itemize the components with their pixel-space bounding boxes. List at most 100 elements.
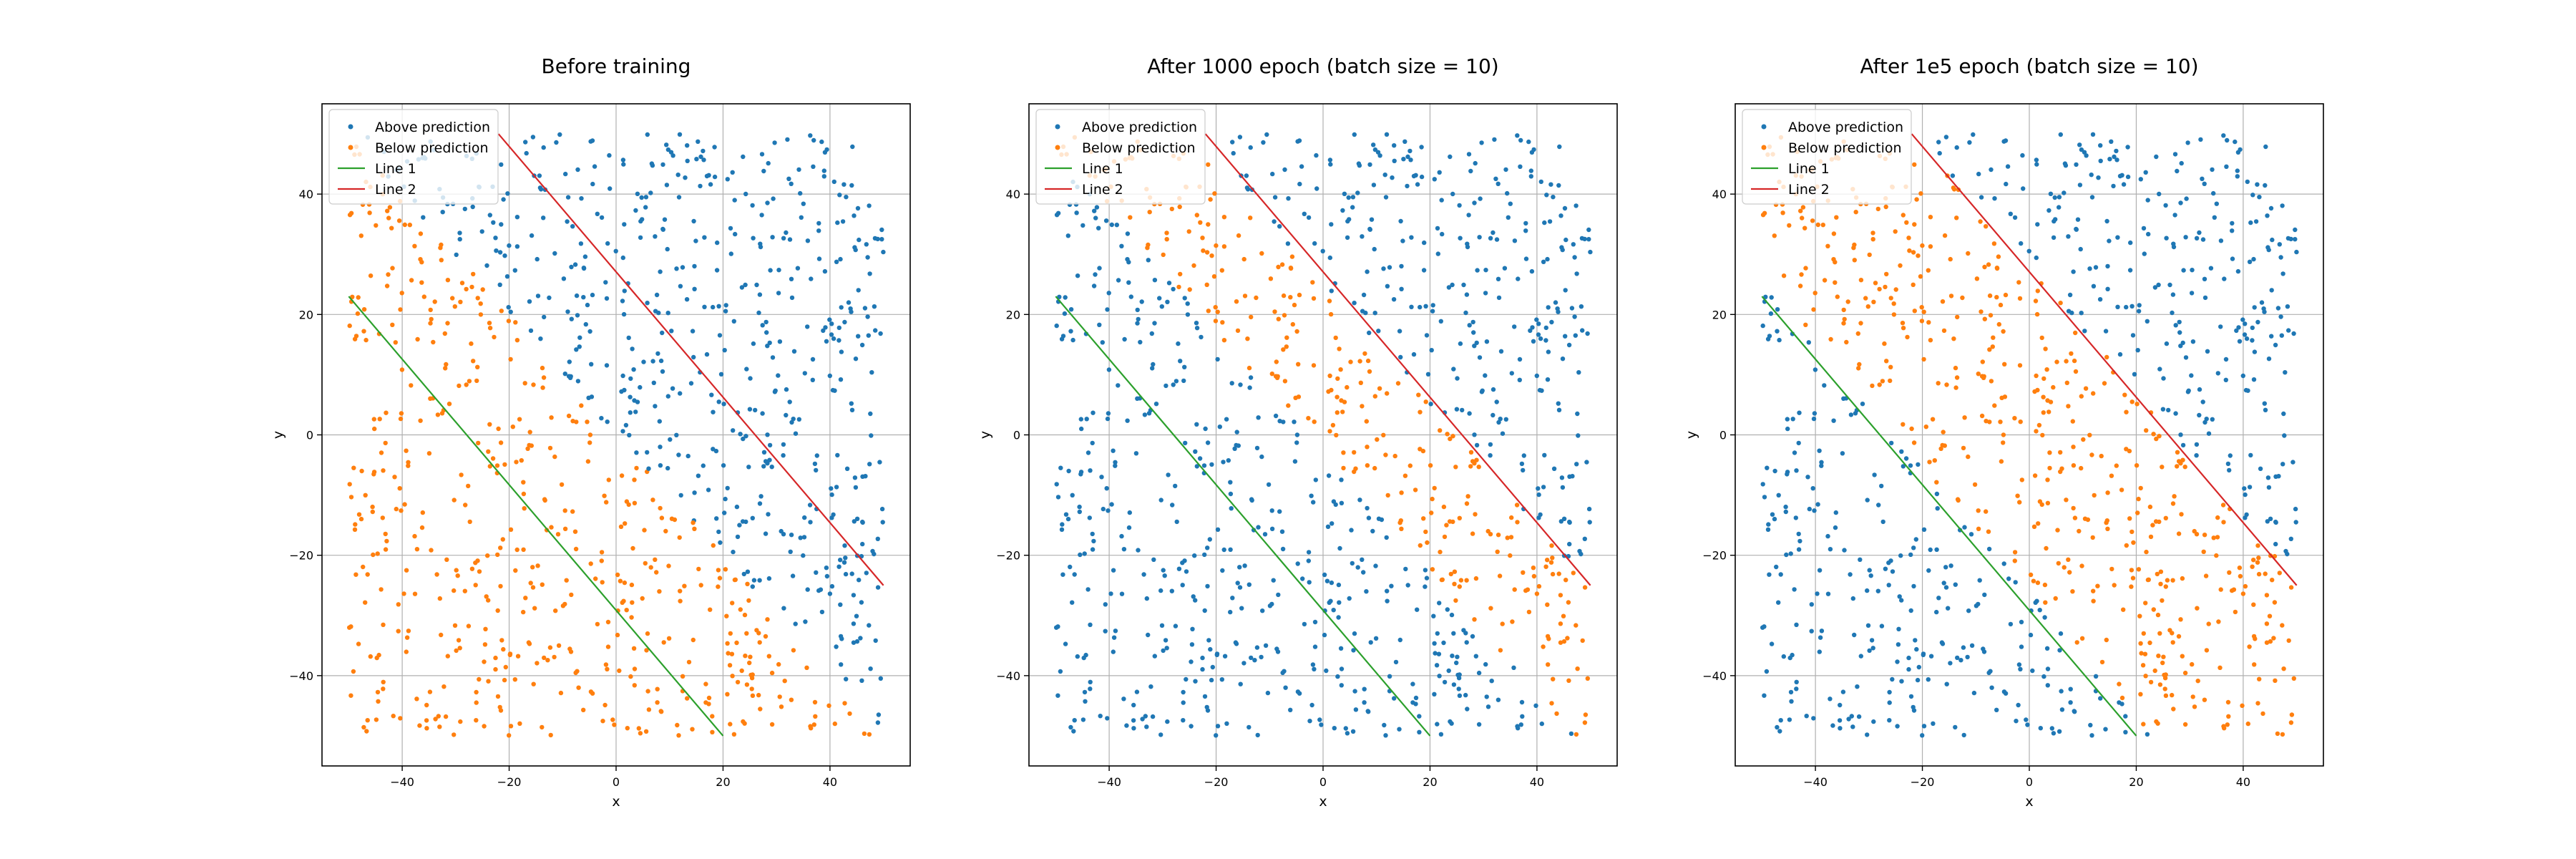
point-above (494, 248, 499, 253)
point-below (1891, 312, 1897, 317)
point-below (1960, 295, 1965, 301)
point-above (2238, 147, 2243, 152)
point-above (1511, 665, 1516, 670)
point-below (1984, 419, 1989, 424)
point-above (1810, 486, 1815, 491)
point-below (476, 440, 481, 446)
point-below (663, 528, 668, 534)
point-below (2203, 573, 2209, 578)
point-above (595, 211, 600, 216)
point-below (1508, 553, 1513, 558)
point-below (1495, 549, 1500, 554)
point-above (1783, 504, 1788, 510)
point-below (490, 456, 496, 461)
point-below (1312, 419, 1317, 424)
point-above (1194, 326, 1200, 331)
point-above (1116, 278, 1121, 283)
point-below (808, 724, 813, 729)
point-above (643, 195, 649, 200)
point-above (1249, 655, 1254, 661)
point-below (2154, 436, 2159, 442)
point-below (499, 309, 504, 314)
point-below (452, 498, 457, 503)
point-below (624, 608, 629, 613)
point-above (1584, 460, 1589, 465)
point-above (1054, 323, 1059, 329)
point-above (1205, 708, 1211, 713)
point-below (2280, 732, 2285, 737)
line-1 (1761, 296, 2137, 737)
point-above (2205, 349, 2210, 354)
point-below (1760, 213, 1766, 218)
point-below (452, 732, 457, 737)
point-above (1846, 717, 1851, 722)
point-below (600, 580, 605, 585)
point-below (1377, 386, 1382, 391)
point-above (2211, 190, 2216, 196)
point-below (1558, 621, 1563, 626)
point-below (593, 576, 598, 581)
point-above (592, 164, 597, 169)
point-below (2264, 593, 2270, 598)
point-above (1967, 140, 1972, 145)
point-above (805, 587, 810, 592)
point-above (1367, 227, 1373, 232)
point-above (1913, 537, 1918, 542)
point-above (470, 204, 475, 210)
point-above (1158, 732, 1163, 737)
point-below (2227, 570, 2232, 575)
point-above (2038, 726, 2043, 731)
point-below (514, 338, 520, 343)
point-below (769, 722, 775, 727)
point-below (602, 702, 608, 708)
point-below (1213, 305, 1218, 310)
point-above (758, 244, 763, 250)
point-above (2293, 520, 2298, 525)
point-above (542, 314, 547, 320)
point-below (1399, 490, 1404, 495)
point-below (2253, 636, 2258, 641)
y-tick-label: 20 (1712, 308, 1727, 321)
point-above (723, 303, 728, 308)
point-above (2218, 238, 2224, 243)
point-above (1456, 676, 1462, 681)
point-above (2016, 662, 2022, 667)
point-above (1466, 152, 1472, 157)
point-above (787, 399, 792, 404)
point-above (1157, 296, 1162, 301)
point-above (2097, 297, 2103, 302)
point-above (1989, 685, 1994, 690)
point-above (1512, 324, 1517, 329)
point-above (786, 176, 791, 181)
point-below (347, 323, 352, 329)
point-below (2119, 487, 2124, 492)
point-below (459, 472, 464, 477)
point-above (1531, 339, 1536, 344)
point-above (1496, 276, 1501, 281)
point-below (1418, 447, 1423, 452)
point-above (554, 140, 559, 145)
point-below (1984, 509, 1989, 514)
point-below (406, 463, 411, 468)
point-above (1792, 450, 1797, 455)
point-above (843, 555, 848, 560)
point-below (748, 654, 753, 659)
point-below (383, 440, 388, 446)
point-above (1484, 694, 1489, 699)
point-above (1338, 646, 1344, 651)
point-below (678, 588, 683, 593)
point-below (452, 623, 458, 628)
point-above (1769, 641, 1775, 646)
point-below (756, 631, 761, 636)
point-below (384, 538, 389, 544)
point-below (2012, 550, 2018, 555)
point-below (1241, 256, 1246, 262)
point-above (1203, 426, 1208, 432)
point-below (356, 512, 362, 517)
point-above (875, 585, 881, 590)
point-above (1982, 592, 1987, 598)
point-below (1912, 222, 1917, 227)
point-above (761, 168, 766, 174)
point-above (1575, 411, 1580, 417)
